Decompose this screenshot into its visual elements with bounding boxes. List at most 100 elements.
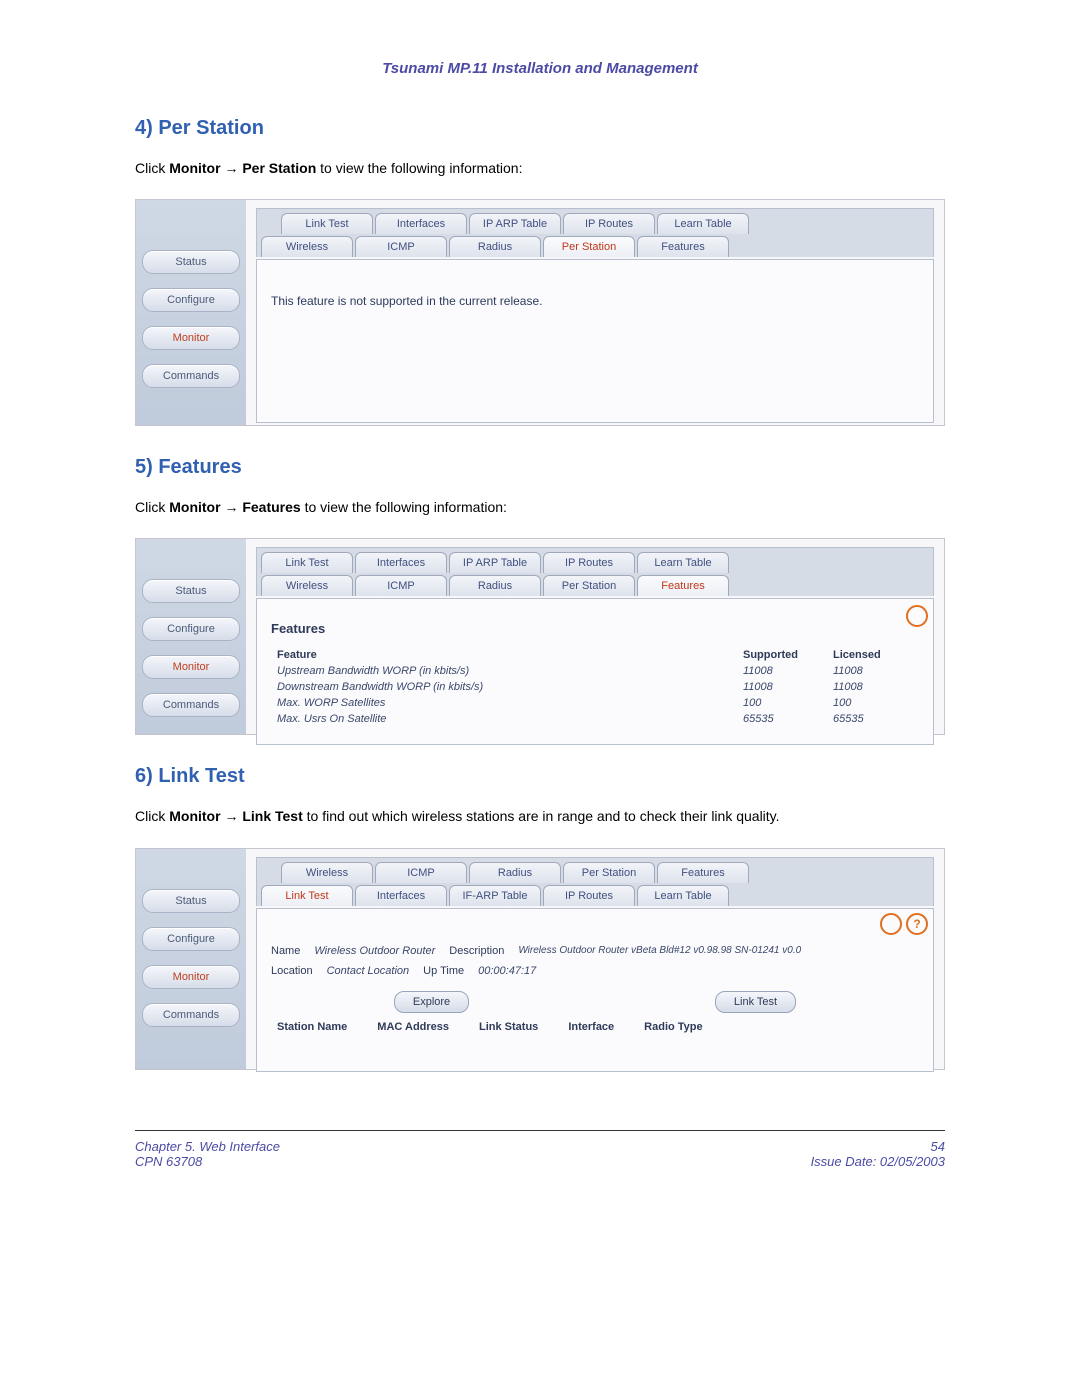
tab-icmp[interactable]: ICMP [375,862,467,883]
tab-radius[interactable]: Radius [449,575,541,596]
tab-learn-table[interactable]: Learn Table [657,213,749,234]
sidebar-item-configure[interactable]: Configure [142,288,240,312]
link-test-table-header: Station Name MAC Address Link Status Int… [271,1021,919,1033]
sidebar-item-configure[interactable]: Configure [142,927,240,951]
bold-monitor: Monitor [169,499,220,515]
help-icon[interactable]: ? [906,913,928,935]
text: Click [135,160,169,176]
sidebar-item-configure[interactable]: Configure [142,617,240,641]
col-station-name: Station Name [277,1021,347,1033]
section-5-heading: 5) Features [135,456,945,479]
content-area: Link Test Interfaces IP ARP Table IP Rou… [246,539,944,734]
sidebar-item-commands[interactable]: Commands [142,1003,240,1027]
cell: Upstream Bandwidth WORP (in kbits/s) [273,664,737,678]
sidebar-item-commands[interactable]: Commands [142,364,240,388]
refresh-icon[interactable] [906,605,928,627]
tab-wireless[interactable]: Wireless [261,575,353,596]
tab-interfaces[interactable]: Interfaces [355,552,447,573]
cell: 65535 [829,712,917,726]
button-row: Explore Link Test [271,991,919,1013]
footer-page-number: 54 [811,1139,945,1154]
text: to view the following information: [301,499,507,515]
footer-issue-date: Issue Date: 02/05/2003 [811,1154,945,1169]
section-5-paragraph: Click Monitor → Features to view the fol… [135,495,945,520]
uptime-label: Up Time [423,965,464,977]
cell: 65535 [739,712,827,726]
table-row: Downstream Bandwidth WORP (in kbits/s) 11… [273,680,917,694]
table-header-row: Feature Supported Licensed [273,648,917,662]
tab-per-station[interactable]: Per Station [543,236,635,257]
tab-features[interactable]: Features [637,236,729,257]
text: to find out which wireless stations are … [303,808,780,824]
link-test-button[interactable]: Link Test [715,991,796,1013]
cell: Max. WORP Satellites [273,696,737,710]
bold-monitor: Monitor [169,808,220,824]
tab-icmp[interactable]: ICMP [355,575,447,596]
tab-row-bottom: Link Test Interfaces IF-ARP Table IP Rou… [261,885,929,906]
panel: This feature is not supported in the cur… [256,259,934,423]
tab-container: Wireless ICMP Radius Per Station Feature… [256,857,934,906]
tab-radius[interactable]: Radius [449,236,541,257]
tab-features[interactable]: Features [657,862,749,883]
tab-learn-table[interactable]: Learn Table [637,552,729,573]
panel: ? Name Wireless Outdoor Router Descripti… [256,908,934,1072]
sidebar: Status Configure Monitor Commands [136,849,246,1069]
location-value: Contact Location [327,965,410,977]
tab-ip-routes[interactable]: IP Routes [563,213,655,234]
bold-features: Features [242,499,300,515]
tab-per-station[interactable]: Per Station [543,575,635,596]
cell: Downstream Bandwidth WORP (in kbits/s) [273,680,737,694]
tab-link-test[interactable]: Link Test [261,885,353,906]
name-value: Wireless Outdoor Router [314,945,435,957]
tab-icmp[interactable]: ICMP [355,236,447,257]
footer-divider [135,1130,945,1131]
tab-learn-table[interactable]: Learn Table [637,885,729,906]
tab-container: Link Test Interfaces IP ARP Table IP Rou… [256,547,934,596]
footer-cpn: CPN 63708 [135,1154,280,1169]
sidebar-item-monitor[interactable]: Monitor [142,655,240,679]
tab-interfaces[interactable]: Interfaces [355,885,447,906]
col-radio-type: Radio Type [644,1021,702,1033]
text: to view the following information: [316,160,522,176]
table-row: Max. Usrs On Satellite6553565535 [273,712,917,726]
tab-interfaces[interactable]: Interfaces [375,213,467,234]
tab-ip-arp-table[interactable]: IP ARP Table [469,213,561,234]
sidebar: Status Configure Monitor Commands [136,200,246,425]
content-area: Link Test Interfaces IP ARP Table IP Rou… [246,200,944,425]
tab-link-test[interactable]: Link Test [281,213,373,234]
cell: 11008 [829,680,917,694]
footer-chapter: Chapter 5. Web Interface [135,1139,280,1154]
tab-ip-routes[interactable]: IP Routes [543,552,635,573]
tab-wireless[interactable]: Wireless [261,236,353,257]
tab-features[interactable]: Features [637,575,729,596]
tab-ip-routes[interactable]: IP Routes [543,885,635,906]
text: Click [135,808,169,824]
bold-monitor: Monitor [169,160,220,176]
explore-button[interactable]: Explore [394,991,469,1013]
tab-link-test[interactable]: Link Test [261,552,353,573]
sidebar: Status Configure Monitor Commands [136,539,246,734]
tab-per-station[interactable]: Per Station [563,862,655,883]
sidebar-item-monitor[interactable]: Monitor [142,326,240,350]
col-interface: Interface [568,1021,614,1033]
uptime-value: 00:00:47:17 [478,965,536,977]
col-supported: Supported [739,648,827,662]
description-label: Description [449,945,504,957]
sidebar-item-status[interactable]: Status [142,889,240,913]
sidebar-item-monitor[interactable]: Monitor [142,965,240,989]
arrow-icon: → [221,808,243,824]
screenshot-per-station: Status Configure Monitor Commands Link T… [135,199,945,426]
tab-row-2: Wireless ICMP Radius Per Station Feature… [261,575,929,596]
tab-ip-arp-table[interactable]: IP ARP Table [449,552,541,573]
tab-radius[interactable]: Radius [469,862,561,883]
section-4-heading: 4) Per Station [135,117,945,140]
features-table: Feature Supported Licensed Upstream Band… [271,646,919,728]
sidebar-item-status[interactable]: Status [142,250,240,274]
sidebar-item-commands[interactable]: Commands [142,693,240,717]
tab-if-arp-table[interactable]: IF-ARP Table [449,885,541,906]
tab-wireless[interactable]: Wireless [281,862,373,883]
sidebar-item-status[interactable]: Status [142,579,240,603]
col-feature: Feature [273,648,737,662]
refresh-icon[interactable] [880,913,902,935]
section-4-paragraph: Click Monitor → Per Station to view the … [135,156,945,181]
